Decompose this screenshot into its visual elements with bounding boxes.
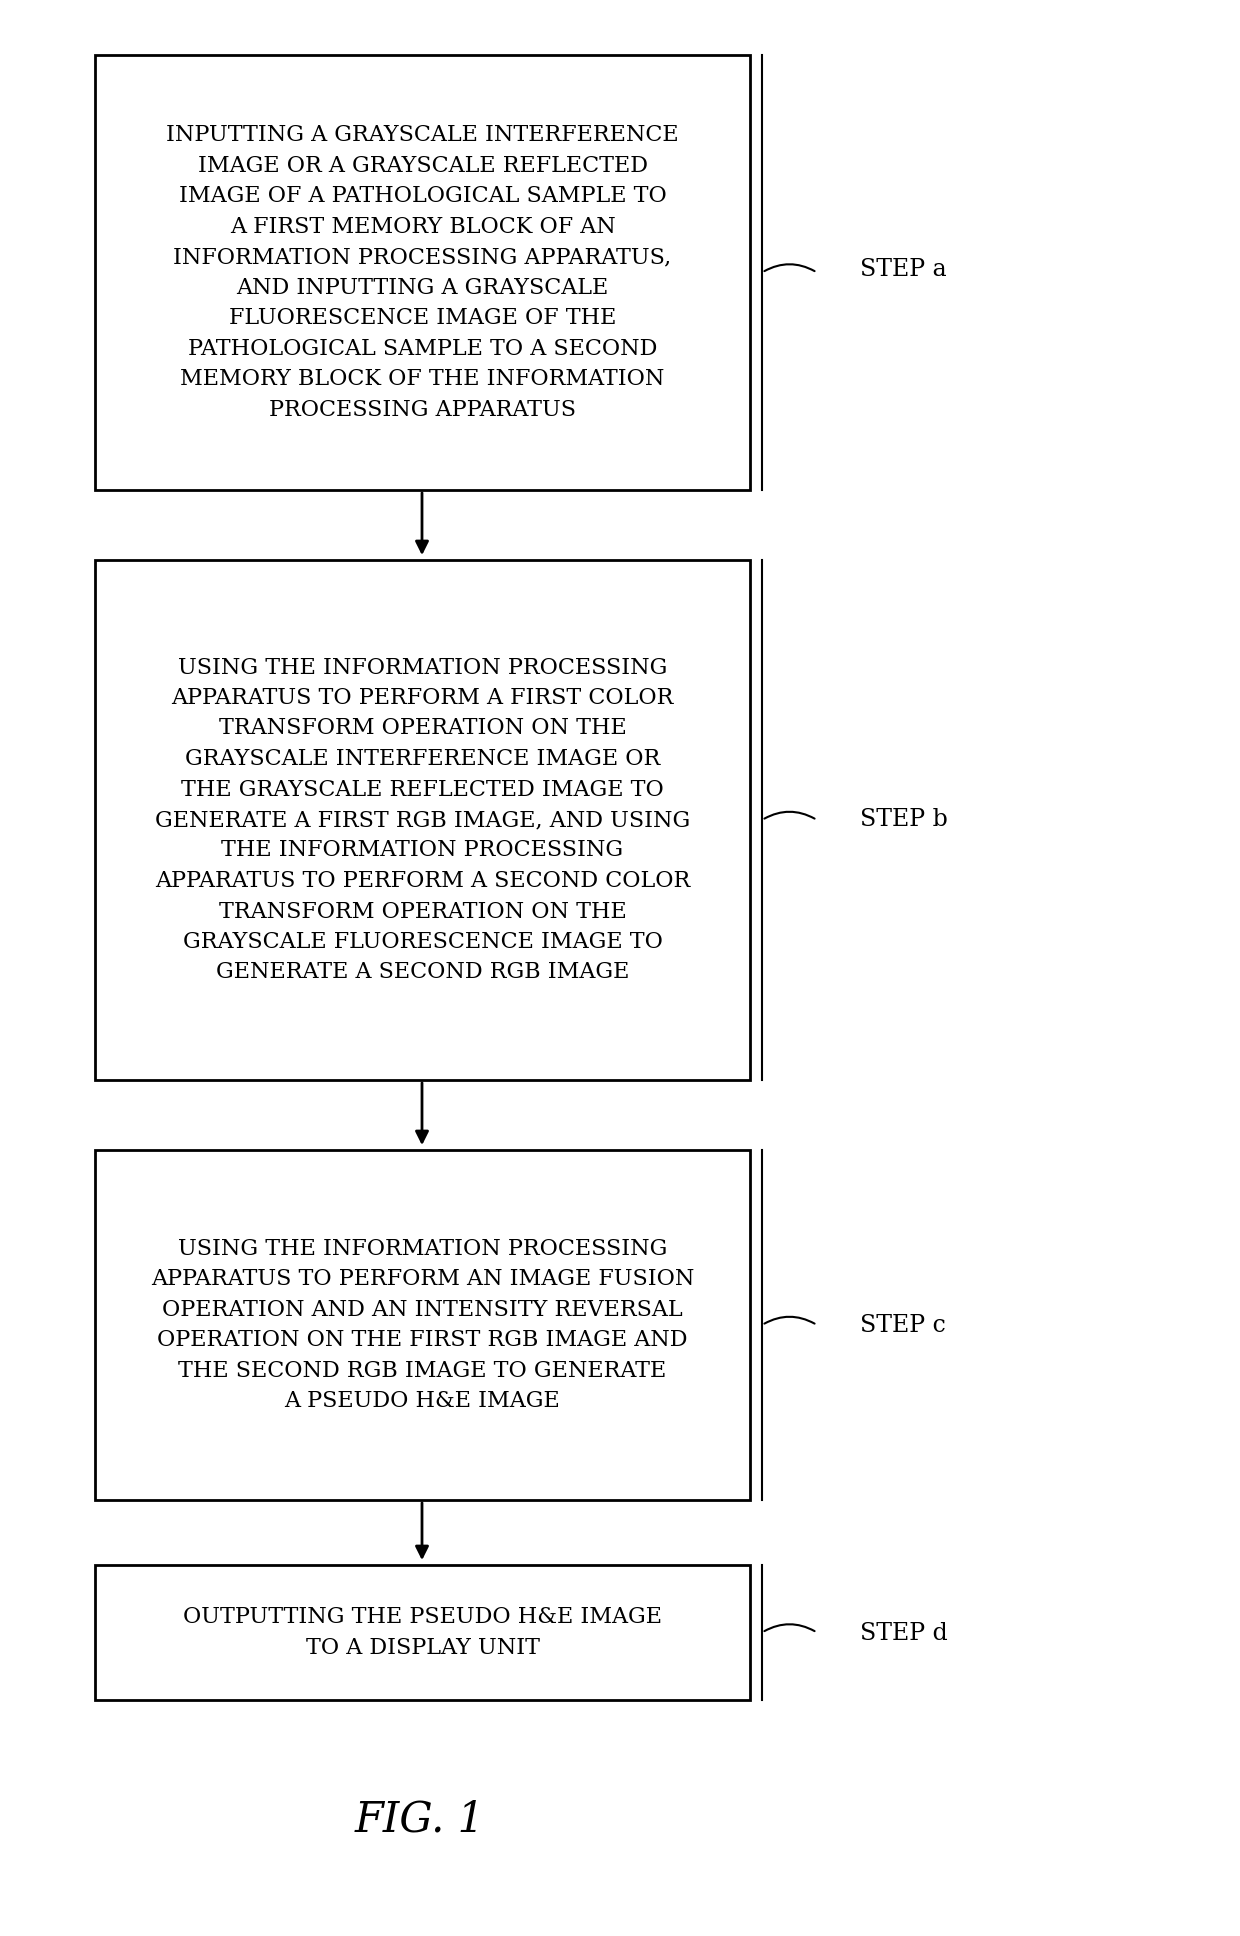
Text: STEP a: STEP a [861, 259, 946, 281]
Text: STEP c: STEP c [861, 1313, 946, 1336]
Text: USING THE INFORMATION PROCESSING
APPARATUS TO PERFORM AN IMAGE FUSION
OPERATION : USING THE INFORMATION PROCESSING APPARAT… [151, 1237, 694, 1411]
Bar [95, 1564, 750, 1700]
Bar [95, 560, 750, 1080]
Text: FIG. 1: FIG. 1 [355, 1799, 485, 1841]
Bar [95, 54, 750, 490]
Text: STEP b: STEP b [861, 809, 947, 831]
Bar [95, 1150, 750, 1500]
Text: INPUTTING A GRAYSCALE INTERFERENCE
IMAGE OR A GRAYSCALE REFLECTED
IMAGE OF A PAT: INPUTTING A GRAYSCALE INTERFERENCE IMAGE… [166, 124, 678, 420]
Text: OUTPUTTING THE PSEUDO H&E IMAGE
TO A DISPLAY UNIT: OUTPUTTING THE PSEUDO H&E IMAGE TO A DIS… [184, 1607, 662, 1659]
Text: USING THE INFORMATION PROCESSING
APPARATUS TO PERFORM A FIRST COLOR
TRANSFORM OP: USING THE INFORMATION PROCESSING APPARAT… [155, 656, 691, 983]
Text: STEP d: STEP d [861, 1622, 947, 1644]
